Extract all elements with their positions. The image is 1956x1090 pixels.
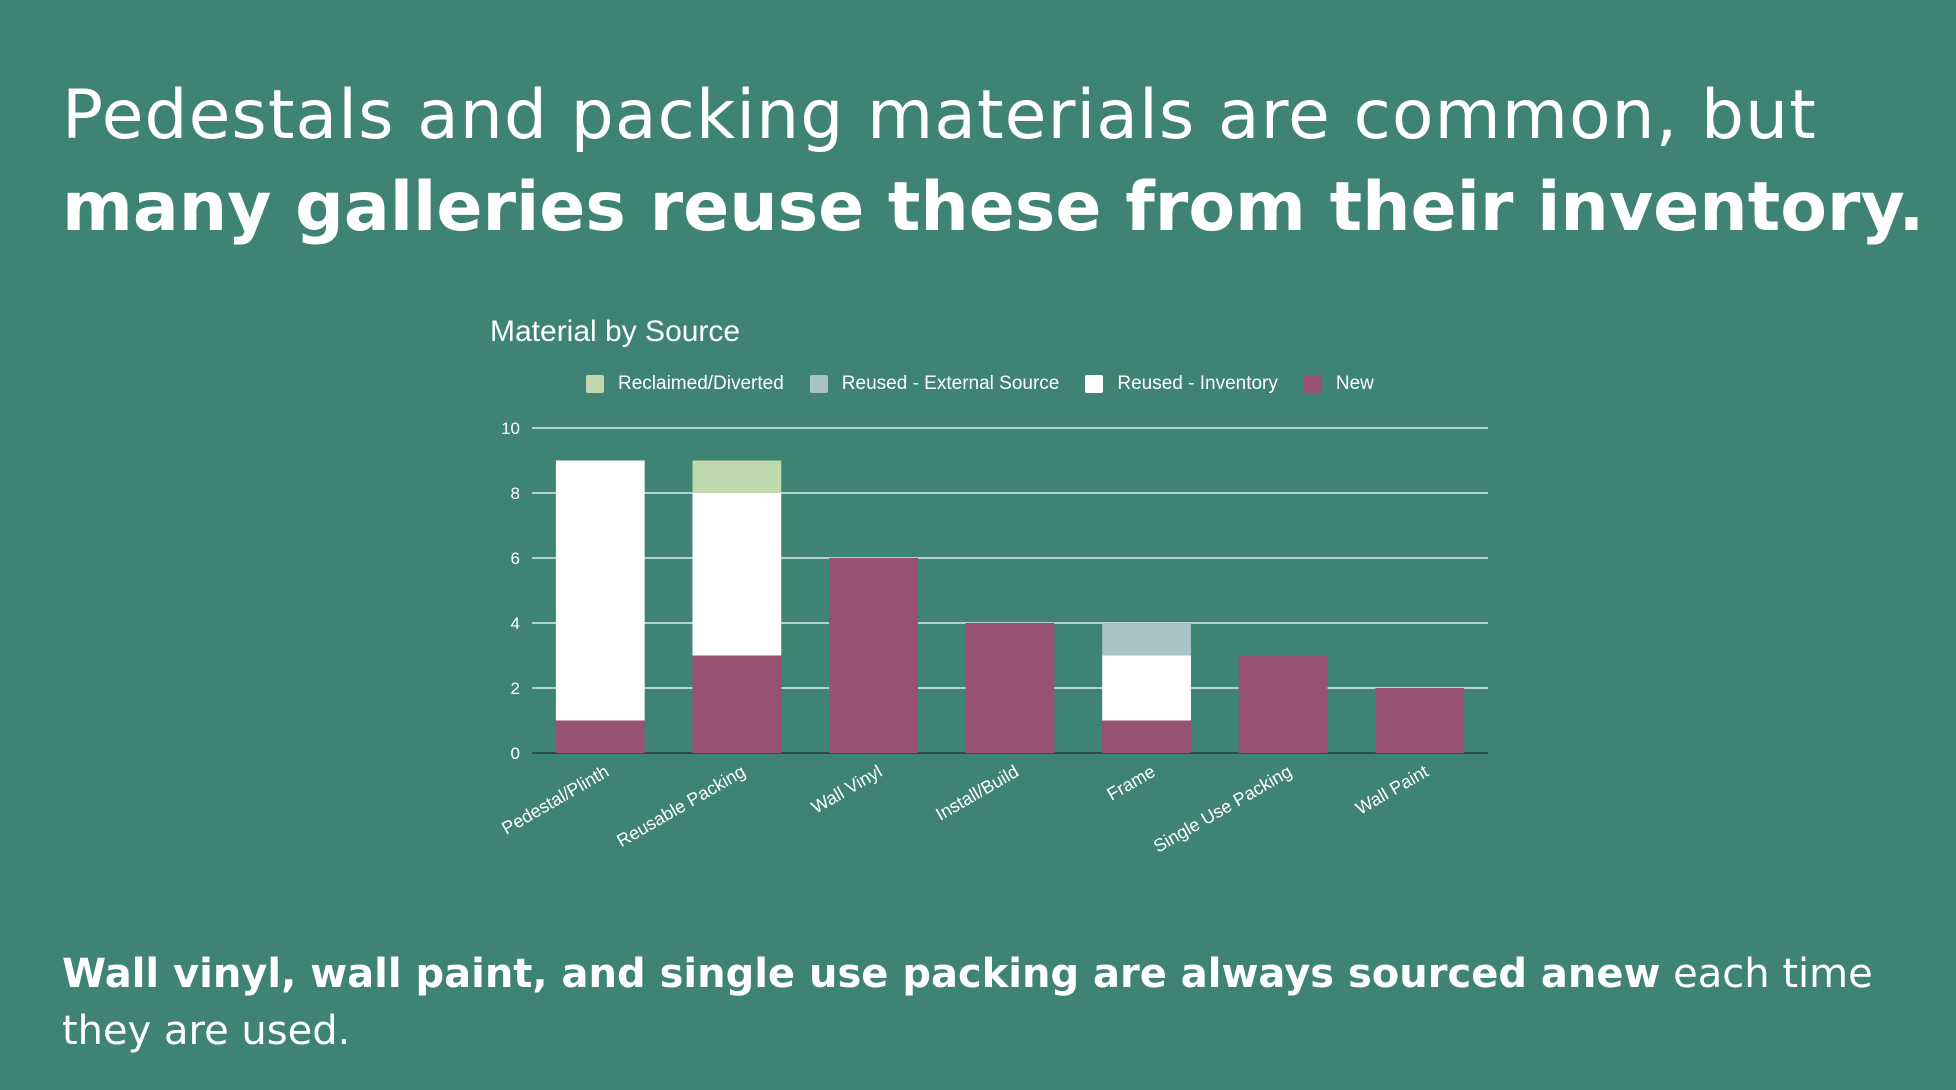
x-tick-label: Wall Paint (1352, 761, 1432, 819)
x-tick-label: Wall Vinyl (808, 761, 886, 817)
chart-legend: Reclaimed/Diverted Reused - External Sour… (586, 373, 1400, 395)
x-tick-label: Frame (1104, 761, 1159, 804)
legend-label: Reused - External Source (841, 373, 1060, 394)
legend-label: Reused - Inventory (1117, 373, 1278, 394)
footnote: Wall vinyl, wall paint, and single use p… (62, 946, 1912, 1060)
legend-item: Reused - Inventory (1085, 373, 1278, 395)
footnote-bold: Wall vinyl, wall paint, and single use p… (62, 951, 1661, 997)
y-tick-label: 6 (511, 549, 520, 568)
headline-line-1: Pedestals and packing materials are comm… (62, 76, 1817, 155)
headline-line-2: many galleries reuse these from their in… (62, 168, 1925, 247)
headline: Pedestals and packing materials are comm… (62, 70, 1925, 254)
legend-item: New (1303, 373, 1374, 395)
bar-segment-new (829, 558, 918, 753)
bar-segment-new (1375, 688, 1465, 753)
bar-segment-new (692, 655, 782, 753)
bar-segment-new (1102, 720, 1191, 753)
bar-segment-reused-inventory (1102, 655, 1191, 721)
y-tick-label: 2 (511, 679, 520, 698)
bar-segment-reused-inventory (692, 493, 782, 656)
y-tick-label: 0 (511, 744, 520, 763)
x-tick-label: Single Use Packing (1150, 761, 1295, 856)
legend-swatch (1085, 375, 1104, 393)
legend-swatch (1303, 375, 1322, 393)
bar-segment-new (1238, 655, 1328, 753)
bar-segment-reused-inventory (555, 460, 645, 721)
x-tick-label: Install/Build (932, 761, 1022, 824)
legend-label: New (1335, 373, 1374, 394)
legend-item: Reused - External Source (809, 373, 1060, 395)
legend-swatch (809, 375, 828, 393)
y-tick-label: 10 (501, 419, 520, 438)
footnote-regular: each time they are used. (62, 951, 1873, 1054)
chart-bars (555, 460, 1465, 753)
bar-segment-reused-external-source (1102, 623, 1191, 656)
y-tick-label: 8 (511, 484, 520, 503)
y-axis-ticks: 0 2 4 6 8 10 (501, 419, 520, 763)
bar-segment-reclaimed-diverted (692, 460, 782, 493)
x-axis-ticks: Pedestal/Plinth Reusable Packing Wall Viny… (498, 761, 1431, 856)
y-tick-label: 4 (511, 614, 520, 633)
x-tick-label: Reusable Packing (613, 761, 749, 851)
legend-swatch (586, 375, 604, 393)
bar-segment-new (555, 720, 645, 753)
bar-segment-new (965, 623, 1055, 753)
legend-item: Reclaimed/Diverted (586, 373, 784, 395)
x-tick-label: Pedestal/Plinth (498, 761, 612, 838)
chart-title: Material by Source (490, 315, 741, 348)
legend-label: Reclaimed/Diverted (618, 373, 784, 394)
